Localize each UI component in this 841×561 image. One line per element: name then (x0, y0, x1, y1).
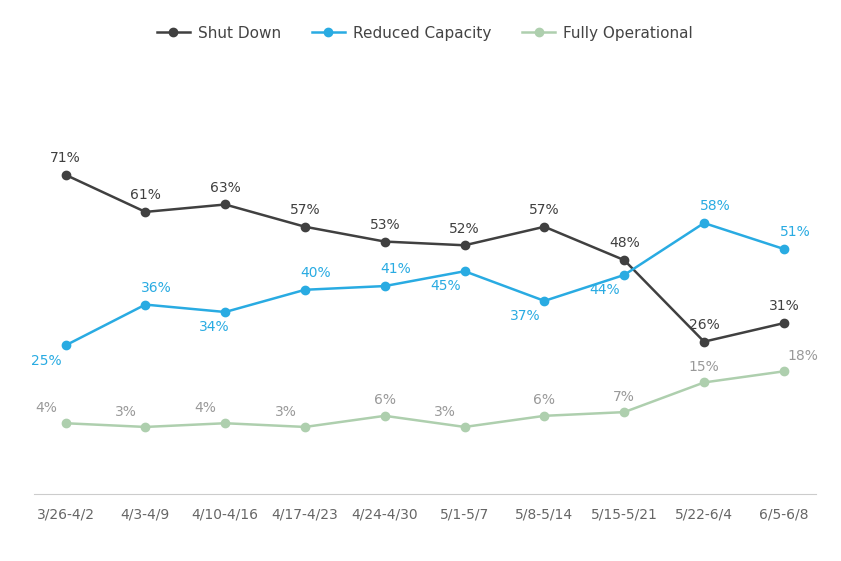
Text: 36%: 36% (141, 281, 172, 295)
Reduced Capacity (619, 272, 629, 278)
Reduced Capacity (699, 220, 709, 227)
Fully Operational (380, 412, 390, 419)
Text: 4%: 4% (35, 401, 57, 415)
Shut Down (779, 320, 789, 327)
Text: 37%: 37% (510, 309, 540, 323)
Shut Down (61, 172, 71, 178)
Text: 44%: 44% (590, 283, 620, 297)
Text: 6%: 6% (533, 393, 555, 407)
Text: 52%: 52% (449, 222, 480, 236)
Shut Down (459, 242, 469, 249)
Text: 15%: 15% (689, 360, 719, 374)
Text: 3%: 3% (434, 404, 456, 419)
Text: 71%: 71% (50, 151, 81, 165)
Shut Down (619, 257, 629, 264)
Fully Operational (61, 420, 71, 426)
Shut Down (380, 238, 390, 245)
Line: Shut Down: Shut Down (61, 171, 788, 346)
Text: 6%: 6% (373, 393, 396, 407)
Fully Operational (619, 409, 629, 416)
Fully Operational (699, 379, 709, 386)
Text: 45%: 45% (430, 279, 461, 293)
Fully Operational (539, 412, 549, 419)
Text: 25%: 25% (31, 353, 61, 367)
Fully Operational (220, 420, 230, 426)
Reduced Capacity (61, 342, 71, 349)
Text: 57%: 57% (529, 203, 560, 217)
Reduced Capacity (380, 283, 390, 289)
Fully Operational (140, 424, 151, 430)
Text: 3%: 3% (275, 404, 297, 419)
Text: 7%: 7% (613, 390, 635, 404)
Shut Down (220, 201, 230, 208)
Shut Down (300, 223, 310, 230)
Reduced Capacity (140, 301, 151, 308)
Text: 63%: 63% (209, 181, 241, 195)
Text: 31%: 31% (769, 300, 799, 314)
Fully Operational (300, 424, 310, 430)
Legend: Shut Down, Reduced Capacity, Fully Operational: Shut Down, Reduced Capacity, Fully Opera… (151, 20, 699, 47)
Line: Fully Operational: Fully Operational (61, 367, 788, 431)
Shut Down (140, 209, 151, 215)
Line: Reduced Capacity: Reduced Capacity (61, 219, 788, 350)
Text: 4%: 4% (195, 401, 217, 415)
Text: 41%: 41% (380, 263, 411, 277)
Reduced Capacity (459, 268, 469, 274)
Text: 26%: 26% (689, 318, 719, 332)
Shut Down (699, 338, 709, 345)
Text: 3%: 3% (115, 404, 137, 419)
Text: 51%: 51% (780, 226, 811, 239)
Text: 61%: 61% (130, 188, 161, 202)
Fully Operational (779, 368, 789, 375)
Text: 57%: 57% (289, 203, 320, 217)
Text: 34%: 34% (198, 320, 230, 334)
Text: 58%: 58% (700, 199, 731, 213)
Text: 48%: 48% (609, 236, 640, 250)
Reduced Capacity (220, 309, 230, 315)
Reduced Capacity (539, 297, 549, 304)
Fully Operational (459, 424, 469, 430)
Reduced Capacity (779, 246, 789, 252)
Text: 18%: 18% (788, 349, 819, 363)
Text: 40%: 40% (301, 266, 331, 280)
Text: 53%: 53% (369, 218, 400, 232)
Reduced Capacity (300, 287, 310, 293)
Shut Down (539, 223, 549, 230)
